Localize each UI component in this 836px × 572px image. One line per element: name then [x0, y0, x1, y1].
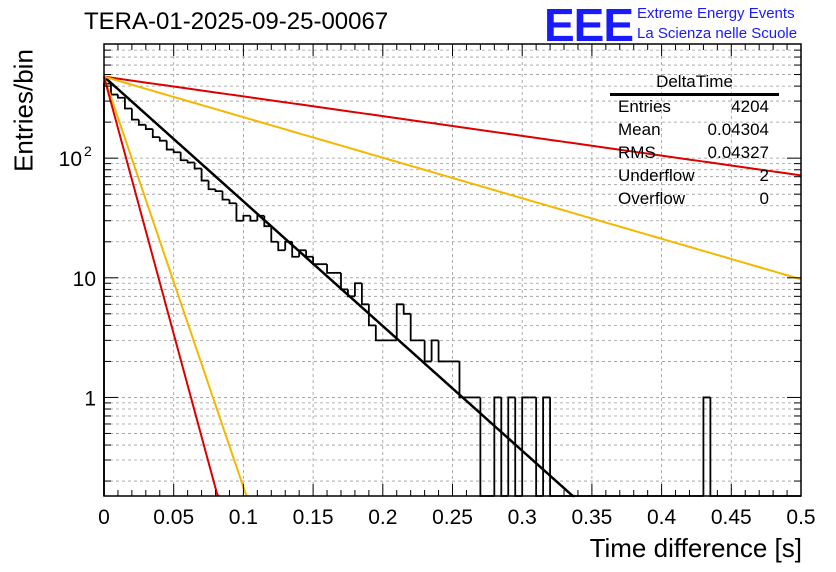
stats-label: Underflow — [618, 166, 695, 185]
histogram-bin — [172, 149, 181, 154]
exp-yellow-slow — [103, 75, 802, 281]
y-axis-label: Entries/bin — [8, 49, 39, 172]
x-tick-label: 0.5 — [786, 506, 815, 529]
fit-curves — [103, 75, 802, 498]
stats-value: 2 — [759, 166, 769, 185]
stats-title: DeltaTime — [610, 72, 779, 96]
histogram-bin — [200, 168, 209, 182]
histogram-bin — [221, 191, 230, 201]
x-tick-label: 0.35 — [571, 506, 612, 529]
x-axis-label: Time difference [s] — [589, 533, 802, 563]
histogram-bin — [702, 396, 711, 496]
stats-row-mean: Mean 0.04304 — [612, 119, 777, 142]
histogram-bin — [249, 215, 258, 222]
exp-fit — [103, 75, 575, 498]
histogram-bin — [326, 264, 335, 274]
x-tick-label: 0 — [98, 506, 110, 529]
histogram-bin — [340, 272, 348, 291]
y-tick-exponent: 2 — [84, 143, 92, 159]
histogram-bin — [291, 241, 300, 258]
histogram-bin — [193, 162, 202, 170]
stats-row-overflow: Overflow 0 — [612, 188, 777, 211]
histogram-bin — [242, 214, 251, 221]
histogram-bin — [305, 250, 314, 258]
histogram-bin — [151, 129, 160, 138]
stats-value: 4204 — [731, 97, 769, 116]
histogram-bin — [124, 97, 132, 110]
chart-title: TERA-01-2025-09-25-00067 — [84, 8, 389, 35]
histogram-bin — [354, 282, 362, 297]
histogram-bin — [374, 325, 383, 342]
x-tick-label: 0.4 — [647, 506, 677, 529]
x-tick-label: 0.1 — [229, 506, 258, 529]
histogram-bin — [423, 340, 432, 363]
histogram-bin — [542, 396, 551, 496]
stats-label: Mean — [618, 120, 661, 139]
histogram-bin — [458, 361, 467, 399]
histogram-bin — [402, 304, 411, 315]
x-tick-label: 0.15 — [293, 506, 334, 529]
stats-label: RMS — [618, 143, 656, 162]
histogram-bin — [437, 340, 446, 363]
stats-value: 0.04304 — [707, 120, 769, 139]
stats-row-entries: Entries 4204 — [612, 96, 777, 119]
histogram-bin — [367, 304, 376, 327]
y-tick-label: 1 — [84, 387, 96, 410]
histogram-bin — [360, 283, 369, 306]
x-tick-label: 0.45 — [711, 506, 752, 529]
stats-row-rms: RMS 0.04327 — [612, 142, 777, 165]
y-tick-label: 10 — [59, 148, 82, 171]
histogram-bin — [270, 226, 279, 243]
histogram-bin — [207, 180, 216, 191]
x-tick-label: 0.3 — [508, 506, 537, 529]
histogram-bin — [228, 199, 237, 205]
histogram-bin — [186, 160, 195, 164]
histogram-bin — [165, 140, 174, 151]
x-tick-label: 0.05 — [153, 506, 194, 529]
histogram-bin — [117, 94, 125, 99]
histogram-bin — [179, 152, 188, 162]
histogram-bin — [137, 119, 146, 126]
stats-value: 0.04327 — [707, 143, 769, 162]
y-tick-label: 10 — [73, 268, 96, 291]
stats-value: 0 — [759, 189, 769, 208]
histogram-bin — [409, 313, 418, 342]
stats-label: Entries — [618, 97, 671, 116]
histogram-bin — [144, 124, 153, 130]
stats-row-underflow: Underflow 2 — [612, 165, 777, 188]
exp-yellow-fast — [103, 76, 248, 497]
x-tick-label: 0.25 — [432, 506, 473, 529]
exp-red-slow — [103, 75, 802, 177]
logo-caption: Extreme Energy Events La Scienza nelle S… — [637, 4, 797, 44]
axes — [103, 43, 802, 497]
eee-logo: EEE — [544, 0, 634, 51]
histogram-bin — [256, 214, 265, 221]
histogram-bin — [395, 303, 404, 341]
tick-labels: 0 0.05 0.1 0.15 0.2 0.25 0.3 0.35 0.4 0.45 0.5 1 10 1… — [59, 143, 816, 529]
stats-label: Overflow — [618, 189, 686, 208]
histogram-bin — [507, 396, 516, 496]
histogram-bin — [214, 189, 223, 193]
histogram-bin — [493, 396, 502, 496]
histogram-bin — [430, 339, 439, 362]
histogram-bin — [277, 241, 286, 252]
x-tick-label: 0.2 — [368, 506, 397, 529]
stats-box: DeltaTime Entries 4204 Mean 0.04304 RMS … — [610, 72, 779, 211]
histogram-bin — [130, 108, 139, 121]
logo-caption-line2: La Scienza nelle Scuole — [637, 25, 798, 42]
histogram-bin — [158, 137, 167, 142]
histogram-bin — [521, 396, 530, 496]
histogram-bin — [235, 203, 244, 222]
exp-red-fast — [103, 76, 220, 497]
logo-caption-line1: Extreme Energy Events — [637, 5, 795, 22]
